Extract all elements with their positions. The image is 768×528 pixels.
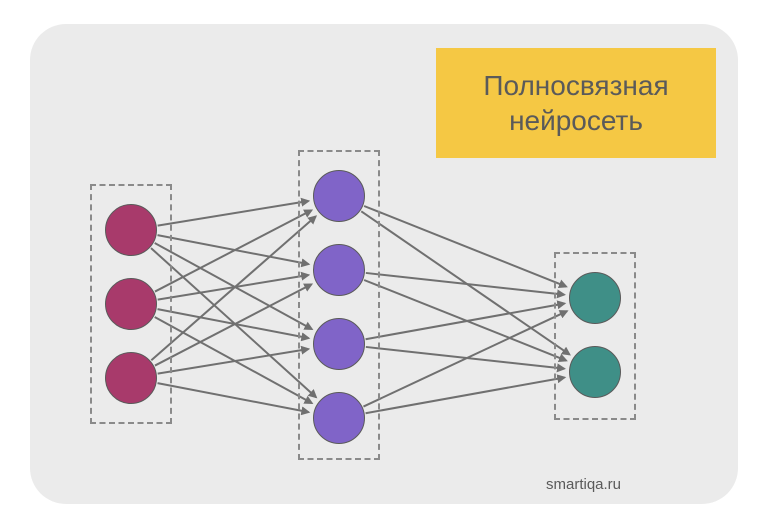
node-output-1 bbox=[569, 346, 621, 398]
node-hidden-3 bbox=[313, 392, 365, 444]
node-hidden-2 bbox=[313, 318, 365, 370]
node-input-1 bbox=[105, 278, 157, 330]
watermark: smartiqa.ru bbox=[546, 476, 621, 493]
watermark-text: smartiqa.ru bbox=[546, 476, 621, 493]
title-box: Полносвязная нейросеть bbox=[436, 48, 716, 158]
node-input-2 bbox=[105, 352, 157, 404]
node-hidden-0 bbox=[313, 170, 365, 222]
title-text: Полносвязная нейросеть bbox=[483, 68, 668, 138]
diagram-canvas: Полносвязная нейросеть smartiqa.ru bbox=[0, 0, 768, 528]
node-input-0 bbox=[105, 204, 157, 256]
node-hidden-1 bbox=[313, 244, 365, 296]
node-output-0 bbox=[569, 272, 621, 324]
